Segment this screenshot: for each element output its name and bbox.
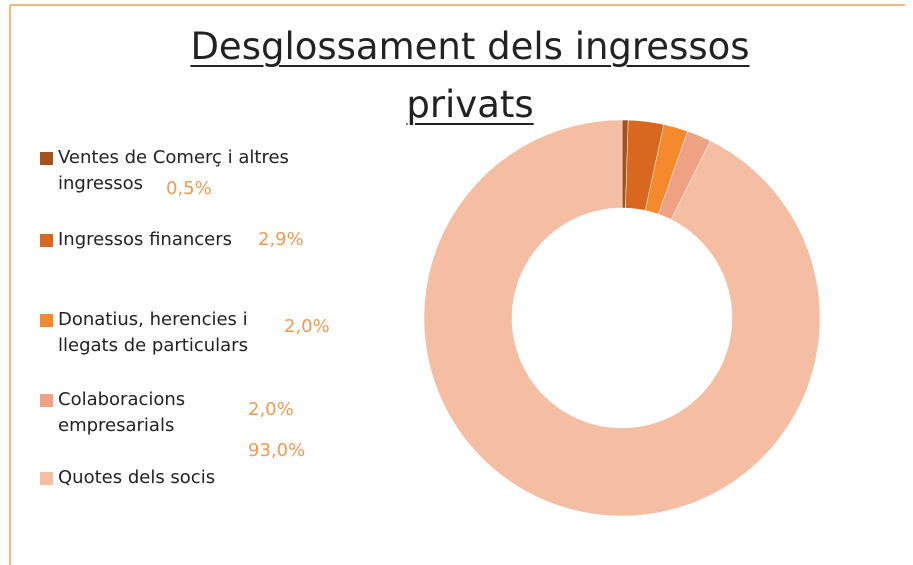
- legend-swatch: [40, 394, 53, 407]
- data-label: 0,5%: [166, 178, 212, 199]
- legend-swatch: [40, 472, 53, 485]
- data-label: 2,9%: [258, 229, 304, 250]
- data-label: 93,0%: [248, 440, 306, 461]
- legend-label: Ventes de Comerç i altres ingressos: [58, 147, 289, 194]
- legend-swatch: [40, 314, 53, 327]
- data-label: 2,0%: [248, 399, 294, 420]
- legend-swatch: [40, 152, 53, 165]
- donut-slice: [423, 119, 821, 517]
- chart-title: Desglossament dels ingressos privats: [190, 25, 750, 126]
- legend-label: Ingressos financers: [58, 229, 233, 250]
- legend-label: Colaboracions empresarials: [58, 389, 186, 436]
- legend-swatch: [40, 234, 53, 247]
- data-label: 2,0%: [284, 316, 330, 337]
- legend-label: Donatius, herencies i llegats de particu…: [58, 309, 248, 356]
- legend-label: Quotes dels socis: [58, 467, 216, 488]
